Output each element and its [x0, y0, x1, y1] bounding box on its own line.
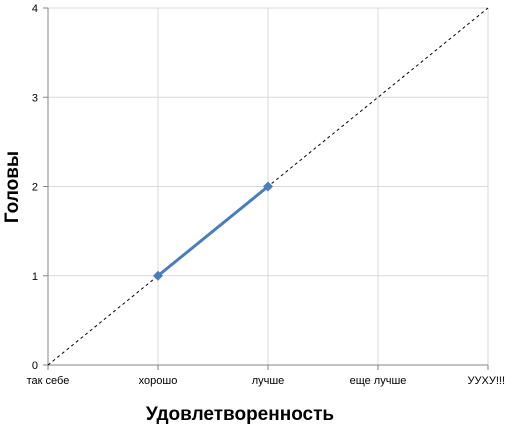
- x-tick-label: УУХУ!!!: [468, 375, 505, 387]
- x-tick-label: лучше: [252, 375, 285, 387]
- y-tick-label: 3: [32, 92, 38, 104]
- x-tick-label: еще лучше: [350, 375, 407, 387]
- y-tick-labels: 0 1 2 3 4: [32, 3, 48, 372]
- y-tick-label: 0: [32, 360, 38, 372]
- y-tick-label: 1: [32, 271, 38, 283]
- x-tick-label: хорошо: [139, 375, 178, 387]
- data-point: [153, 270, 163, 281]
- data-point: [263, 181, 273, 192]
- y-tick-label: 2: [32, 182, 38, 194]
- y-tick-label: 4: [32, 3, 38, 15]
- y-axis-title: Головы: [2, 151, 23, 223]
- x-axis-title: Удовлетворенность: [146, 404, 334, 424]
- series-layer: [47, 7, 489, 366]
- x-tick-label: так себе: [27, 375, 70, 387]
- series-line-solid: [157, 185, 269, 277]
- x-tick-labels: так себе хорошо лучше еще лучше УУХУ!!!: [27, 365, 505, 387]
